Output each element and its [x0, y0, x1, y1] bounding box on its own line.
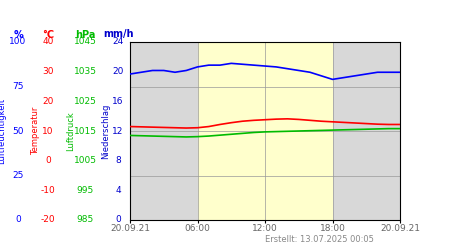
Text: 1045: 1045 — [73, 38, 96, 46]
Text: 30: 30 — [42, 67, 54, 76]
Text: 1015: 1015 — [73, 126, 96, 136]
Text: °C: °C — [42, 30, 54, 40]
Text: 12: 12 — [112, 126, 124, 136]
Text: mm/h: mm/h — [103, 30, 133, 40]
Text: 40: 40 — [42, 38, 54, 46]
Text: 16: 16 — [112, 97, 124, 106]
Text: 985: 985 — [76, 216, 94, 224]
Text: 0: 0 — [115, 216, 121, 224]
Text: 4: 4 — [115, 186, 121, 195]
Text: Luftdruck: Luftdruck — [67, 111, 76, 151]
Text: -20: -20 — [40, 216, 55, 224]
Bar — [130, 42, 198, 220]
Text: 1025: 1025 — [73, 97, 96, 106]
Text: -10: -10 — [40, 186, 55, 195]
Text: hPa: hPa — [75, 30, 95, 40]
Text: Luftfeuchtigkeit: Luftfeuchtigkeit — [0, 98, 6, 164]
Text: 25: 25 — [12, 171, 24, 180]
Text: 1035: 1035 — [73, 67, 96, 76]
Text: 75: 75 — [12, 82, 24, 91]
Text: 20: 20 — [42, 97, 54, 106]
Text: 0: 0 — [45, 156, 51, 165]
Text: %: % — [13, 30, 23, 40]
Text: 100: 100 — [9, 38, 27, 46]
Text: 1005: 1005 — [73, 156, 96, 165]
Text: 24: 24 — [112, 38, 124, 46]
Text: 995: 995 — [76, 186, 94, 195]
Text: Niederschlag: Niederschlag — [102, 103, 111, 159]
Text: 8: 8 — [115, 156, 121, 165]
Text: Erstellt: 13.07.2025 00:05: Erstellt: 13.07.2025 00:05 — [265, 235, 373, 244]
Text: 20: 20 — [112, 67, 124, 76]
Bar — [198, 42, 333, 220]
Bar — [333, 42, 400, 220]
Text: 0: 0 — [15, 216, 21, 224]
Text: 10: 10 — [42, 126, 54, 136]
Text: Temperatur: Temperatur — [31, 107, 40, 155]
Text: 50: 50 — [12, 126, 24, 136]
